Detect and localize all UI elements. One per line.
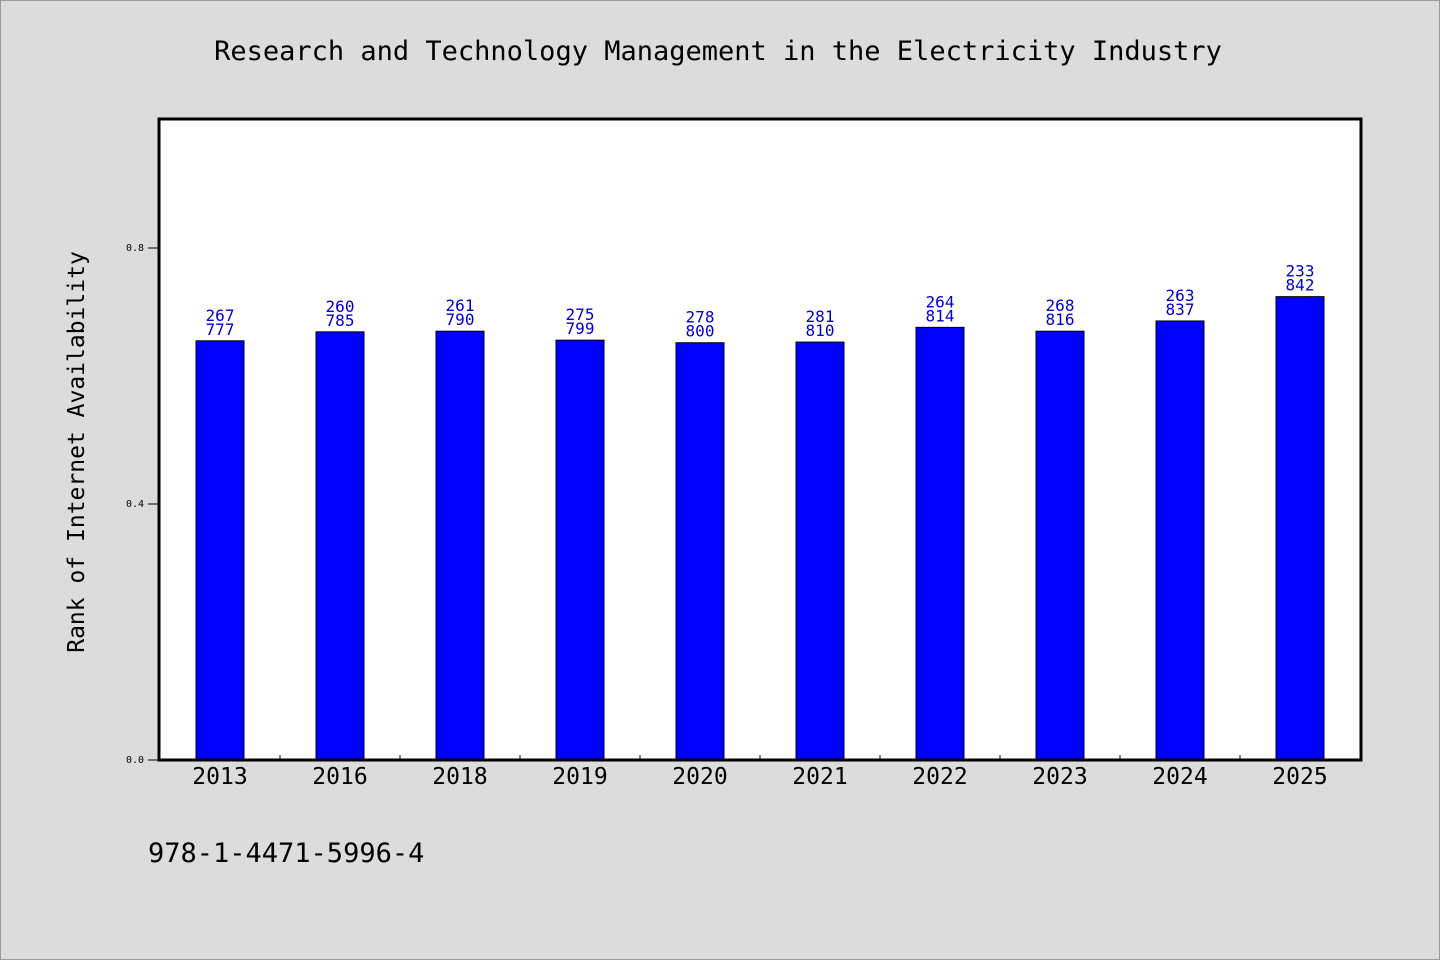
bar [555, 339, 605, 761]
bar [1155, 320, 1205, 761]
bar [435, 330, 485, 761]
x-tick-label: 2019 [552, 764, 607, 790]
data-label-bottom: 816 [1046, 310, 1075, 329]
x-tick-label: 2020 [672, 764, 727, 790]
isbn-footer: 978-1-4471-5996-4 [148, 838, 424, 869]
y-tick-label: 0.8 [126, 243, 144, 254]
bar [1275, 296, 1325, 761]
data-label-bottom: 810 [806, 321, 835, 340]
data-label-bottom: 814 [926, 306, 955, 325]
data-label-bottom: 800 [686, 322, 715, 341]
data-label-top: 260 [326, 297, 355, 316]
x-tick-label: 2021 [792, 764, 847, 790]
y-tick-label: 0.4 [126, 499, 144, 510]
x-tick-label: 2016 [312, 764, 367, 790]
x-tick-label: 2023 [1032, 764, 1087, 790]
x-tick-label: 2024 [1152, 764, 1207, 790]
x-tick-label: 2013 [192, 764, 247, 790]
plot-border [157, 117, 1363, 762]
data-label-bottom: 837 [1166, 300, 1195, 319]
data-label-top: 268 [1046, 296, 1075, 315]
bar [915, 326, 965, 761]
y-tick-label: 0.0 [126, 755, 144, 766]
data-label-top: 261 [446, 296, 475, 315]
y-axis: 0.0 0.4 0.8 [126, 243, 160, 766]
data-label-bottom: 799 [566, 319, 595, 338]
bar [315, 331, 365, 761]
data-label-bottom: 790 [446, 310, 475, 329]
y-axis-label: Rank of Internet Availability [64, 251, 90, 653]
data-label-top: 263 [1166, 286, 1195, 305]
data-label-top: 281 [806, 307, 835, 326]
bar [795, 341, 845, 761]
data-label-top: 275 [566, 305, 595, 324]
x-tick-label: 2022 [912, 764, 967, 790]
data-label-top: 267 [206, 306, 235, 325]
data-label-top: 278 [686, 308, 715, 327]
data-label-bottom: 785 [326, 311, 355, 330]
data-label-bottom: 842 [1286, 276, 1315, 295]
bar [195, 340, 245, 761]
bar [675, 342, 725, 761]
chart-title: Research and Technology Management in th… [214, 36, 1222, 67]
data-label-top: 264 [926, 292, 955, 311]
bar [1035, 330, 1085, 761]
data-label-bottom: 777 [206, 320, 235, 339]
x-axis: 2013 2016 2018 2019 2020 2021 2022 2023 2024 2025 [192, 755, 1328, 790]
x-tick-label: 2018 [432, 764, 487, 790]
x-tick-label: 2025 [1272, 764, 1327, 790]
bars-layer [195, 296, 1325, 761]
data-label-top: 233 [1286, 262, 1315, 281]
